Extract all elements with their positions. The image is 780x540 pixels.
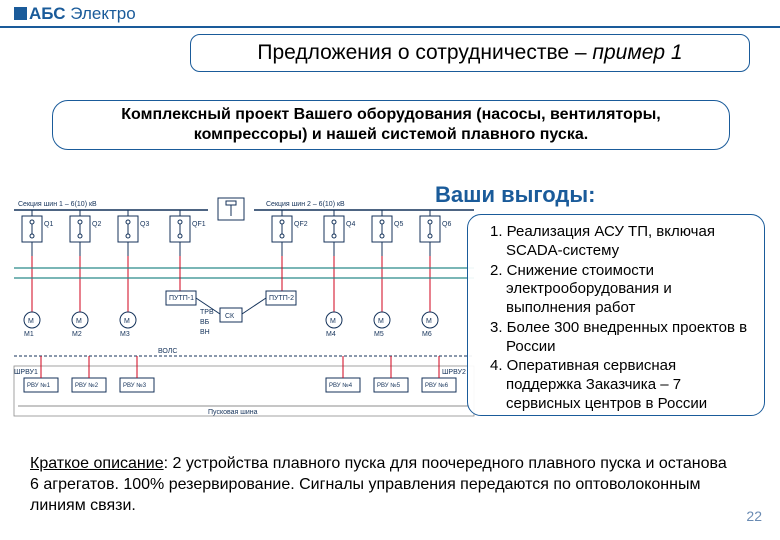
logo-bold: АБС [29,4,66,23]
footer-description: Краткое описание: 2 устройства плавного … [30,454,730,516]
svg-text:Пусковая шина: Пусковая шина [208,409,258,416]
svg-text:РВУ №6: РВУ №6 [425,382,449,389]
svg-text:СК: СК [225,313,235,320]
svg-text:ПУТП-2: ПУТП-2 [269,295,294,302]
svg-text:Q4: Q4 [346,221,355,228]
schematic-label: ПУ [226,196,236,198]
schematic-label: Секция шин 1 – 6(10) кВ [18,201,97,208]
benefit-item: 2. Снижение стоимости электрооборудовани… [482,262,754,318]
svg-text:M: M [28,318,34,325]
svg-text:M5: M5 [374,331,384,338]
schematic-label: Секция шин 2 – 6(10) кВ [266,201,345,208]
svg-text:M: M [426,318,432,325]
benefit-item: 4. Оперативная сервисная поддержка Заказ… [482,357,754,413]
schematic-diagram: Секция шин 1 – 6(10) кВ Секция шин 2 – 6… [8,196,478,428]
svg-text:M4: M4 [326,331,336,338]
svg-text:M1: M1 [24,331,34,338]
svg-text:РВУ №3: РВУ №3 [123,382,147,389]
svg-text:QF2: QF2 [294,221,308,228]
footer-label: Краткое описание [30,455,164,472]
svg-text:M6: M6 [422,331,432,338]
svg-text:ПУТП-1: ПУТП-1 [169,295,194,302]
title-main: Предложения о сотрудничестве – [257,41,592,64]
subtitle-box: Комплексный проект Вашего оборудования (… [52,100,730,150]
svg-text:Q3: Q3 [140,221,149,228]
benefits-heading: Ваши выгоды: [435,182,596,208]
svg-text:ВОЛС: ВОЛС [158,348,177,355]
svg-text:Q2: Q2 [92,221,101,228]
svg-text:Q5: Q5 [394,221,403,228]
breaker-cols: Q1 Q2 Q3 QF1 QF2 Q4 Q5 Q6 [22,210,451,256]
svg-text:ШРВУ2: ШРВУ2 [442,369,466,376]
svg-text:ШРВУ1: ШРВУ1 [14,369,38,376]
svg-text:Q1: Q1 [44,221,53,228]
logo-square-icon [14,7,27,20]
svg-text:QF1: QF1 [192,221,206,228]
svg-text:РВУ №2: РВУ №2 [75,382,99,389]
svg-text:M: M [378,318,384,325]
svg-text:РВУ №5: РВУ №5 [377,382,401,389]
svg-text:ТРВ: ТРВ [200,309,214,316]
benefits-list: 1. Реализация АСУ ТП, включая SCADA-сист… [482,223,754,414]
svg-text:M: M [330,318,336,325]
benefit-item: 1. Реализация АСУ ТП, включая SCADA-сист… [482,223,754,261]
svg-text:M: M [76,318,82,325]
benefit-item: 3. Более 300 внедренных проектов в Росси… [482,319,754,357]
logo-light: Электро [70,4,135,23]
svg-text:РВУ №4: РВУ №4 [329,382,353,389]
title-emph: пример 1 [592,41,682,64]
svg-text:M2: M2 [72,331,82,338]
page-number: 22 [746,508,762,524]
logo: АБС Электро [14,4,136,24]
svg-text:M3: M3 [120,331,130,338]
title-box: Предложения о сотрудничестве – пример 1 [190,34,750,72]
svg-text:M: M [124,318,130,325]
page-title: Предложения о сотрудничестве – пример 1 [257,41,682,65]
svg-text:Q6: Q6 [442,221,451,228]
benefits-box: 1. Реализация АСУ ТП, включая SCADA-сист… [467,214,765,416]
svg-text:ВБ: ВБ [200,319,210,326]
svg-text:ВН: ВН [200,329,210,336]
subtitle-text: Комплексный проект Вашего оборудования (… [73,105,709,145]
svg-text:РВУ №1: РВУ №1 [27,382,51,389]
